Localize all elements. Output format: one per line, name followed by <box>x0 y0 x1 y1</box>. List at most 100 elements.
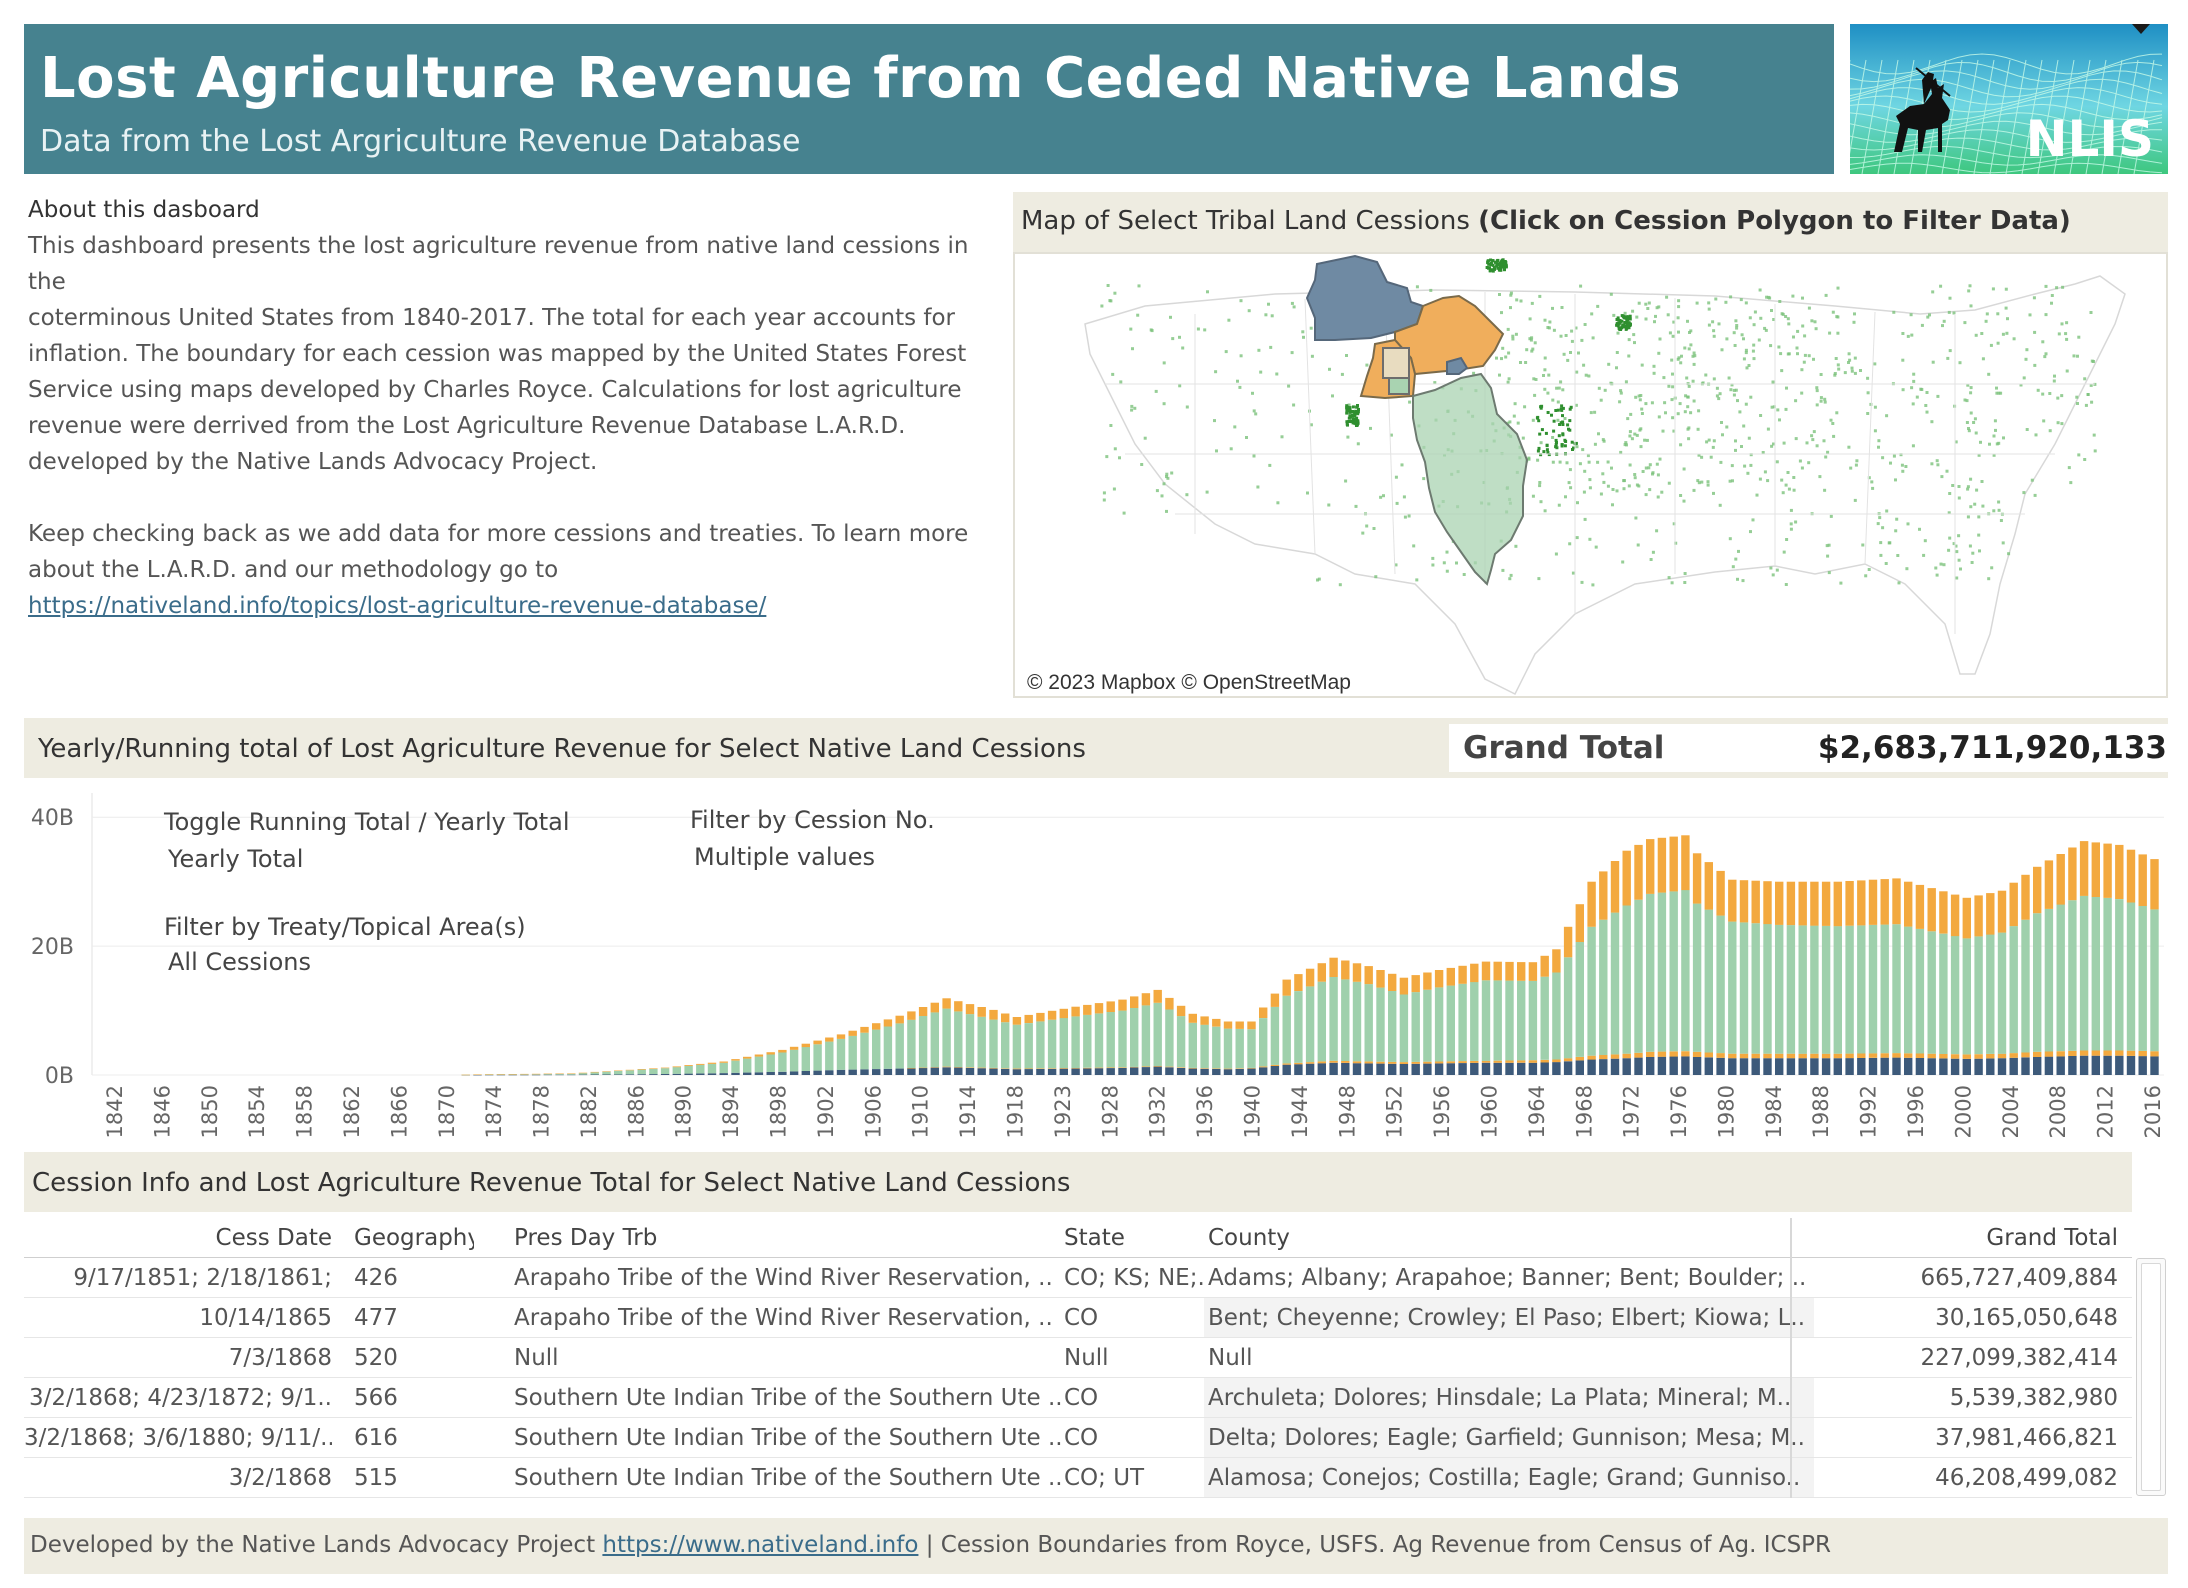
bar-segment[interactable] <box>1775 1053 1784 1059</box>
bar-segment[interactable] <box>1950 894 1960 937</box>
bar-segment[interactable] <box>1927 931 1936 1054</box>
bar-segment[interactable] <box>1259 1067 1268 1075</box>
bar-segment[interactable] <box>1915 928 1925 1054</box>
bar-segment[interactable] <box>1505 961 1514 981</box>
bar-segment[interactable] <box>590 1072 599 1075</box>
bar-segment[interactable] <box>989 1009 998 1020</box>
bar-segment[interactable] <box>1458 1063 1467 1075</box>
bar-segment[interactable] <box>1622 905 1631 1054</box>
bar-segment[interactable] <box>1317 1061 1326 1064</box>
bar-segment[interactable] <box>918 1007 928 1016</box>
bar-segment[interactable] <box>1212 1018 1221 1027</box>
bar-segment[interactable] <box>1047 1010 1057 1020</box>
bar-segment[interactable] <box>1341 1061 1350 1063</box>
bar-segment[interactable] <box>1153 1002 1162 1066</box>
bar-segment[interactable] <box>1294 1064 1303 1075</box>
bar-segment[interactable] <box>707 1063 717 1074</box>
bar-segment[interactable] <box>2021 919 2030 1053</box>
bar-segment[interactable] <box>625 1069 635 1071</box>
bar-segment[interactable] <box>1728 879 1737 922</box>
bar-segment[interactable] <box>1059 1068 1068 1075</box>
bar-segment[interactable] <box>1587 1059 1596 1076</box>
bar-segment[interactable] <box>883 1026 893 1069</box>
bar-segment[interactable] <box>1927 1058 1936 1075</box>
bar-segment[interactable] <box>789 1046 799 1050</box>
bar-segment[interactable] <box>930 1012 939 1068</box>
bar-segment[interactable] <box>1763 881 1772 925</box>
bar-segment[interactable] <box>1200 1068 1209 1075</box>
bar-segment[interactable] <box>848 1030 857 1036</box>
bar-segment[interactable] <box>1047 1068 1057 1069</box>
bar-segment[interactable] <box>1212 1069 1221 1075</box>
bar-segment[interactable] <box>1587 926 1596 1056</box>
bar-segment[interactable] <box>1880 1057 1889 1075</box>
bar-segment[interactable] <box>1036 1012 1045 1022</box>
bar-segment[interactable] <box>2068 1050 2077 1056</box>
bar-segment[interactable] <box>684 1065 693 1066</box>
bar-segment[interactable] <box>1001 1068 1010 1075</box>
bar-segment[interactable] <box>743 1058 752 1073</box>
bar-segment[interactable] <box>1950 1058 1960 1075</box>
bar-segment[interactable] <box>1587 1055 1596 1060</box>
bar-segment[interactable] <box>2068 847 2077 901</box>
bar-segment[interactable] <box>942 1067 951 1075</box>
bar-segment[interactable] <box>1059 1068 1068 1069</box>
bar-segment[interactable] <box>1083 1067 1092 1069</box>
bar-segment[interactable] <box>707 1062 717 1064</box>
bar-segment[interactable] <box>1212 1026 1221 1069</box>
bar-segment[interactable] <box>2044 1056 2054 1075</box>
bar-segment[interactable] <box>1270 1066 1280 1075</box>
bar-segment[interactable] <box>1552 949 1561 973</box>
bar-segment[interactable] <box>1775 1058 1784 1075</box>
bar-segment[interactable] <box>1681 1056 1690 1075</box>
bar-segment[interactable] <box>1798 925 1807 1054</box>
bar-segment[interactable] <box>1962 897 1971 939</box>
bar-segment[interactable] <box>2115 1050 2124 1056</box>
bar-segment[interactable] <box>1810 881 1819 926</box>
bar-segment[interactable] <box>637 1069 646 1070</box>
bar-segment[interactable] <box>1728 1053 1737 1059</box>
bar-segment[interactable] <box>1997 932 2007 1054</box>
cession-map[interactable]: © 2023 Mapbox © OpenStreetMap <box>1013 252 2168 698</box>
bar-segment[interactable] <box>1317 1063 1326 1075</box>
bar-segment[interactable] <box>531 1074 541 1075</box>
bar-segment[interactable] <box>2009 1053 2018 1058</box>
bar-segment[interactable] <box>1388 1061 1397 1064</box>
bar-segment[interactable] <box>2044 1051 2054 1057</box>
bar-segment[interactable] <box>1001 1013 1010 1023</box>
bar-segment[interactable] <box>1200 1016 1209 1025</box>
bar-segment[interactable] <box>813 1070 822 1075</box>
chart-bars[interactable] <box>461 835 2159 1076</box>
bar-segment[interactable] <box>872 1029 881 1069</box>
cession-polygon-477[interactable] <box>1394 294 1505 376</box>
bar-segment[interactable] <box>1880 879 1889 925</box>
bar-segment[interactable] <box>672 1073 681 1075</box>
bar-segment[interactable] <box>1024 1068 1033 1069</box>
bar-segment[interactable] <box>696 1064 705 1074</box>
bar-segment[interactable] <box>1470 1062 1479 1075</box>
bar-segment[interactable] <box>801 1071 810 1075</box>
bar-segment[interactable] <box>1294 1062 1303 1065</box>
bar-segment[interactable] <box>2138 854 2147 906</box>
bar-segment[interactable] <box>1575 1057 1584 1061</box>
bar-segment[interactable] <box>1775 924 1784 1054</box>
bar-segment[interactable] <box>989 1068 998 1075</box>
bar-segment[interactable] <box>1833 926 1842 1054</box>
bar-segment[interactable] <box>1470 982 1479 1061</box>
bar-segment[interactable] <box>1036 1068 1045 1069</box>
bar-segment[interactable] <box>1282 995 1291 1064</box>
bar-segment[interactable] <box>1892 878 1901 925</box>
bar-segment[interactable] <box>1599 919 1608 1055</box>
bar-segment[interactable] <box>1493 961 1502 981</box>
bar-segment[interactable] <box>1493 1062 1502 1075</box>
bar-segment[interactable] <box>2091 896 2100 1051</box>
bar-segment[interactable] <box>1634 899 1643 1053</box>
bar-segment[interactable] <box>1059 1018 1068 1068</box>
bar-segment[interactable] <box>1176 1067 1186 1068</box>
bar-segment[interactable] <box>1352 1063 1362 1075</box>
bar-segment[interactable] <box>954 1011 963 1067</box>
bar-segment[interactable] <box>825 1041 834 1071</box>
bar-segment[interactable] <box>1493 980 1502 1061</box>
bar-segment[interactable] <box>1505 1060 1514 1063</box>
bar-segment[interactable] <box>660 1068 670 1074</box>
